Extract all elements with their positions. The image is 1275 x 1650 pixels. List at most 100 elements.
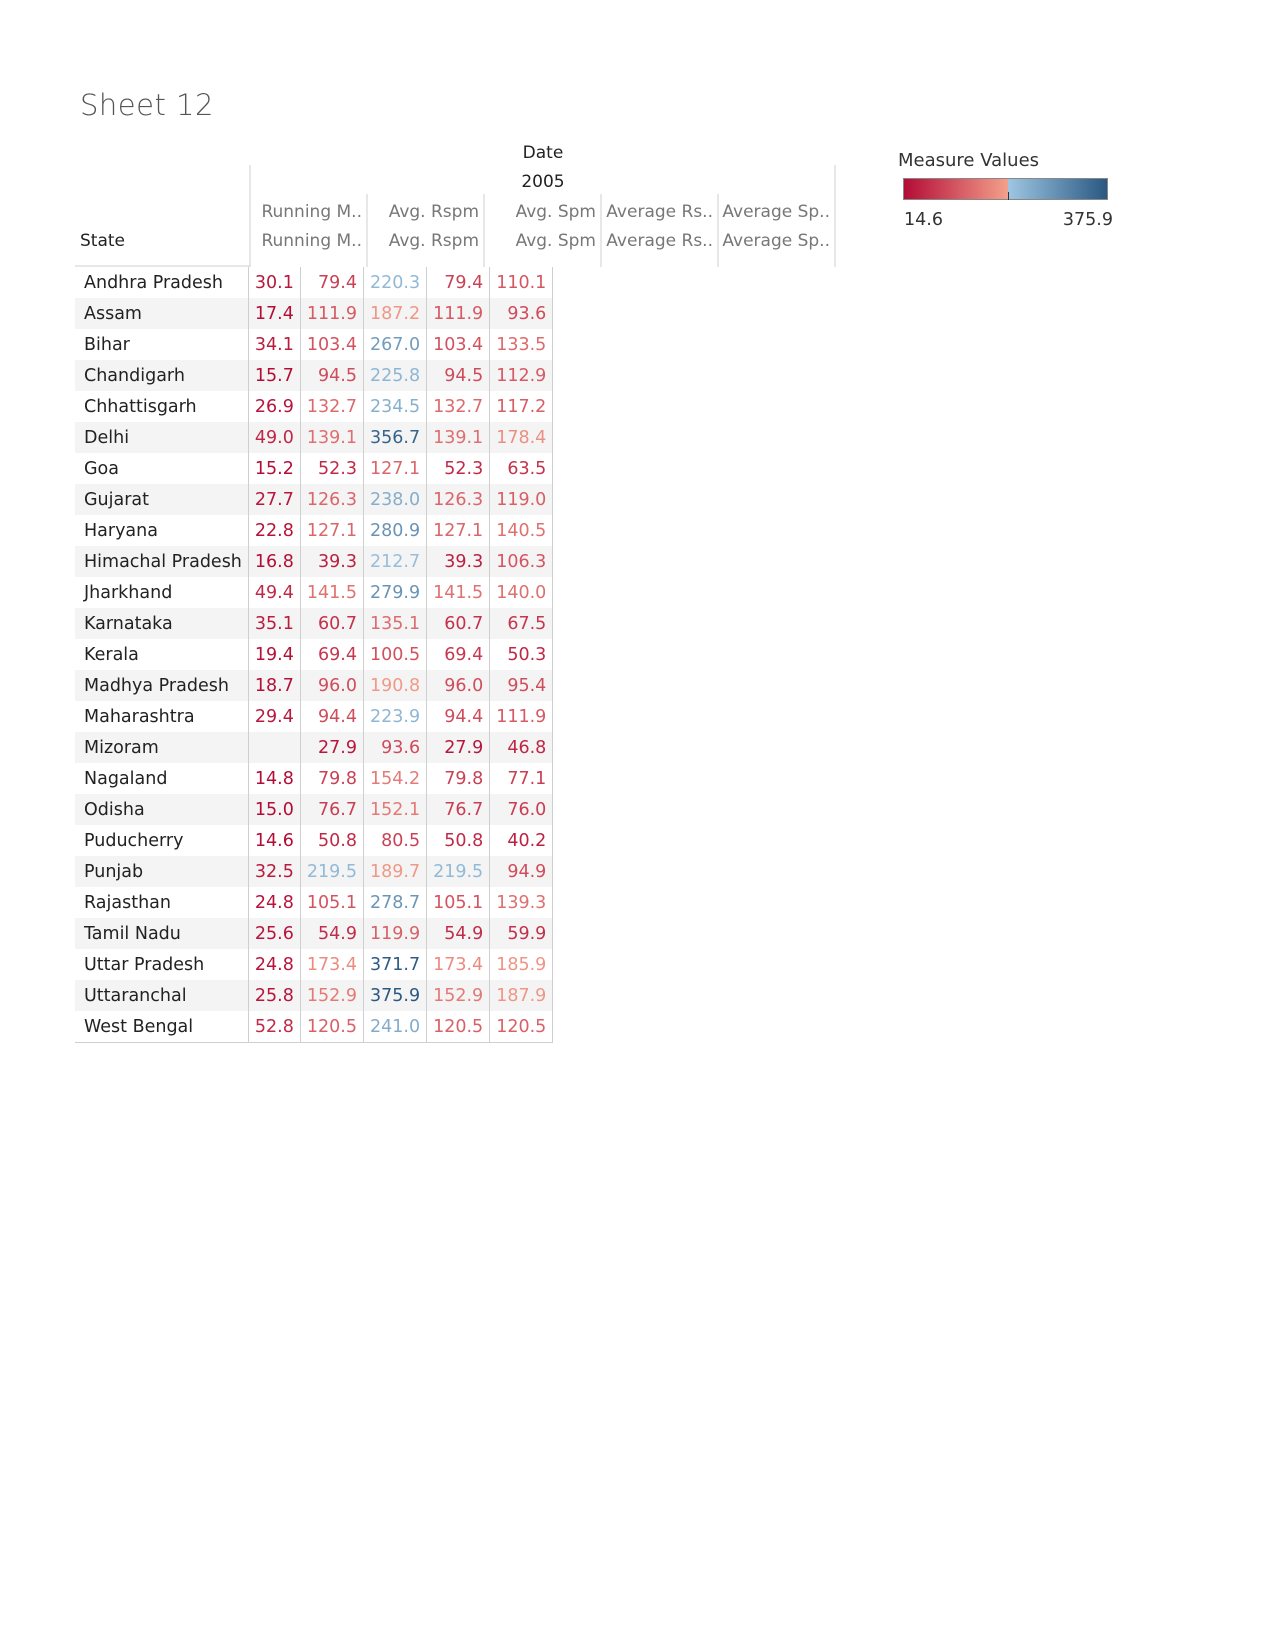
- value-cell: 76.7: [426, 794, 490, 825]
- value-cell: 63.5: [489, 453, 554, 484]
- value-cell: 27.9: [299, 732, 364, 763]
- value-cell: 50.8: [426, 825, 490, 856]
- value-cell: 79.8: [426, 763, 490, 794]
- value-cell: 141.5: [426, 577, 490, 608]
- value-cell: 111.9: [299, 298, 364, 329]
- state-label: Gujarat: [75, 484, 249, 515]
- table-row: Uttaranchal 25.8 152.9 375.9 152.9 187.9: [75, 980, 554, 1011]
- legend-midpoint-tick: [1008, 192, 1010, 200]
- value-cell: 27.9: [426, 732, 490, 763]
- state-label: Puducherry: [84, 830, 184, 851]
- value-cell: 93.6: [489, 298, 554, 329]
- table-row: Bihar 34.1 103.4 267.0 103.4 133.5: [75, 329, 554, 360]
- state-label: Andhra Pradesh: [84, 272, 223, 293]
- state-label: Maharashtra: [84, 706, 195, 727]
- value-cell: 27.7: [247, 484, 301, 515]
- value-cell: 154.2: [362, 763, 427, 794]
- table-row: Jharkhand 49.4 141.5 279.9 141.5 140.0: [75, 577, 554, 608]
- value-cell: 17.4: [247, 298, 301, 329]
- table-header: Date 2005 State Running M.. Running M.. Av…: [75, 143, 836, 267]
- table-row: Himachal Pradesh 16.8 39.3 212.7 39.3 106.3: [75, 546, 554, 577]
- state-header: State: [80, 231, 125, 251]
- value-cell: 278.7: [362, 887, 427, 918]
- value-cell: 105.1: [426, 887, 490, 918]
- value-cell: 135.1: [362, 608, 427, 639]
- state-label: Kerala: [84, 644, 139, 665]
- table-row: Kerala 19.4 69.4 100.5 69.4 50.3: [75, 639, 554, 670]
- value-cell: 103.4: [426, 329, 490, 360]
- state-label: Bihar: [84, 334, 130, 355]
- value-cell: 238.0: [362, 484, 427, 515]
- value-cell: 241.0: [362, 1011, 427, 1043]
- value-cell: 223.9: [362, 701, 427, 732]
- value-cell: 24.8: [247, 887, 301, 918]
- value-cell: 69.4: [299, 639, 364, 670]
- table-row: Puducherry 14.6 50.8 80.5 50.8 40.2: [75, 825, 554, 856]
- value-cell: 15.7: [247, 360, 301, 391]
- value-cell: 152.9: [299, 980, 364, 1011]
- state-label: Mizoram: [75, 732, 249, 763]
- value-cell: 69.4: [426, 639, 490, 670]
- value-cell: 279.9: [362, 577, 427, 608]
- value-cell: 152.1: [362, 794, 427, 825]
- state-label: Tamil Nadu: [75, 918, 249, 949]
- value-cell: 32.5: [247, 856, 301, 887]
- table-row: Karnataka 35.1 60.7 135.1 60.7 67.5: [75, 608, 554, 639]
- value-cell: 39.3: [426, 546, 490, 577]
- state-label: Haryana: [84, 520, 158, 541]
- value-cell: 178.4: [489, 422, 554, 453]
- value-cell: 140.0: [489, 577, 554, 608]
- value-cell: 356.7: [362, 422, 427, 453]
- column-header: Avg. Spm: [516, 202, 596, 222]
- value-cell: 375.9: [362, 980, 427, 1011]
- table-row: Gujarat 27.7 126.3 238.0 126.3 119.0: [75, 484, 554, 515]
- value-cell: 94.4: [299, 701, 364, 732]
- state-label: Jharkhand: [84, 582, 173, 603]
- legend-max-label: 375.9: [1062, 210, 1113, 230]
- value-cell: 95.4: [489, 670, 554, 701]
- value-cell: 54.9: [426, 918, 490, 949]
- value-cell: 29.4: [247, 701, 301, 732]
- value-cell: 127.1: [362, 453, 427, 484]
- state-label: Nagaland: [84, 768, 168, 789]
- value-cell: 14.6: [247, 825, 301, 856]
- table-row: Uttar Pradesh 24.8 173.4 371.7 173.4 185.9: [75, 949, 554, 980]
- table-row: Punjab 32.5 219.5 189.7 219.5 94.9: [75, 856, 554, 887]
- value-cell: 15.0: [247, 794, 301, 825]
- value-cell: 112.9: [489, 360, 554, 391]
- table-row: Maharashtra 29.4 94.4 223.9 94.4 111.9: [75, 701, 554, 732]
- value-cell: 93.6: [362, 732, 427, 763]
- table-row: Mizoram 27.9 93.6 27.9 46.8: [75, 732, 554, 763]
- value-cell: 79.8: [299, 763, 364, 794]
- value-cell: 25.8: [247, 980, 301, 1011]
- value-cell: 133.5: [489, 329, 554, 360]
- table-row: Delhi 49.0 139.1 356.7 139.1 178.4: [75, 422, 554, 453]
- value-cell: 120.5: [299, 1011, 364, 1043]
- column-header: Avg. Spm: [516, 231, 596, 251]
- table-row: Assam 17.4 111.9 187.2 111.9 93.6: [75, 298, 554, 329]
- state-label: Himachal Pradesh: [75, 546, 249, 577]
- value-cell: 212.7: [362, 546, 427, 577]
- value-cell: 26.9: [247, 391, 301, 422]
- value-cell: 25.6: [247, 918, 301, 949]
- value-cell: 39.3: [299, 546, 364, 577]
- value-cell: 50.8: [299, 825, 364, 856]
- table-row: Tamil Nadu 25.6 54.9 119.9 54.9 59.9: [75, 918, 554, 949]
- date-header: Date: [523, 143, 564, 163]
- value-cell: 54.9: [299, 918, 364, 949]
- value-cell: 190.8: [362, 670, 427, 701]
- value-cell: 18.7: [247, 670, 301, 701]
- value-cell: 126.3: [299, 484, 364, 515]
- value-cell: 119.9: [362, 918, 427, 949]
- table-row: Madhya Pradesh 18.7 96.0 190.8 96.0 95.4: [75, 670, 554, 701]
- value-cell: 15.2: [247, 453, 301, 484]
- value-cell: 106.3: [489, 546, 554, 577]
- data-table: Andhra Pradesh 30.1 79.4 220.3 79.4 110.1 Assa…: [75, 267, 554, 1043]
- value-cell: 94.4: [426, 701, 490, 732]
- value-cell: 96.0: [299, 670, 364, 701]
- value-cell: 127.1: [299, 515, 364, 546]
- column-header: Average Sp..: [722, 202, 830, 222]
- value-cell: 140.5: [489, 515, 554, 546]
- value-cell: 50.3: [489, 639, 554, 670]
- value-cell: 52.8: [247, 1011, 301, 1043]
